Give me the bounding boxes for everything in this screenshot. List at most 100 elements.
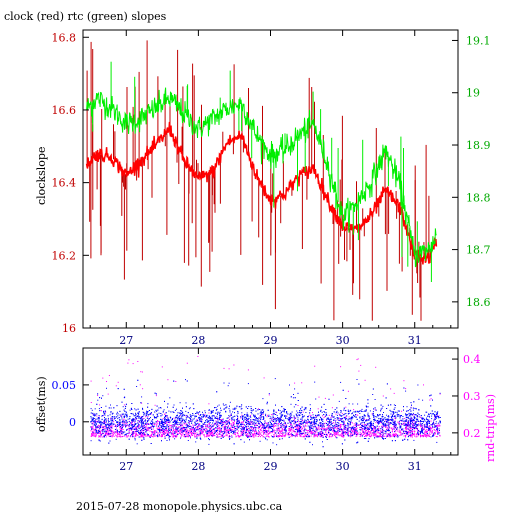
rnd-trip-point: [158, 426, 160, 428]
rnd-trip-point: [322, 415, 323, 417]
rnd-trip-point: [420, 426, 422, 428]
rnd-trip-point: [147, 416, 149, 418]
rnd-trip-point: [334, 431, 336, 433]
offset-point: [367, 422, 369, 424]
rnd-trip-point: [258, 427, 259, 429]
rnd-trip-point: [439, 435, 441, 437]
offset-point: [196, 436, 198, 438]
offset-point: [196, 424, 198, 425]
rnd-trip-point: [263, 430, 264, 432]
rnd-trip-point: [353, 430, 355, 432]
rnd-trip-point: [271, 418, 273, 420]
rnd-trip-point: [233, 364, 235, 366]
rnd-trip-point: [271, 420, 273, 422]
rnd-trip-point: [341, 432, 343, 434]
offset-point: [270, 431, 272, 432]
rnd-trip-point: [164, 433, 165, 435]
rnd-trip-point: [150, 435, 152, 437]
rnd-trip-point: [101, 425, 103, 427]
offset-point: [363, 417, 365, 419]
rnd-trip-point: [421, 427, 422, 429]
rnd-trip-point: [211, 431, 213, 433]
rnd-trip-point: [91, 435, 93, 436]
rnd-trip-point: [263, 377, 265, 379]
rnd-trip-point: [121, 427, 123, 429]
rnd-trip-point: [306, 434, 308, 436]
rnd-trip-point: [294, 436, 296, 438]
rnd-trip-point: [377, 431, 379, 433]
rnd-trip-point: [344, 416, 346, 418]
rnd-trip-point: [186, 435, 188, 437]
rnd-trip-point: [227, 420, 229, 422]
rnd-trip-point: [161, 435, 163, 436]
rnd-trip-point: [418, 430, 420, 432]
rnd-trip-point: [138, 426, 140, 428]
rnd-trip-point: [341, 434, 343, 435]
rnd-trip-point: [230, 423, 232, 425]
rnd-trip-point: [199, 428, 201, 430]
rnd-trip-point: [355, 425, 357, 427]
rnd-trip-point: [109, 433, 110, 435]
offset-point: [301, 419, 303, 421]
rnd-trip-point: [251, 434, 253, 436]
offset-point: [437, 429, 439, 431]
rnd-trip-point: [295, 425, 297, 427]
offset-point: [361, 418, 363, 420]
rnd-trip-point: [374, 409, 376, 411]
rnd-trip-point: [91, 433, 93, 435]
rnd-trip-point: [172, 432, 173, 434]
rnd-trip-point: [197, 427, 199, 429]
rnd-trip-point: [261, 429, 263, 431]
rnd-trip-point: [330, 436, 332, 438]
rnd-trip-point: [411, 423, 413, 425]
offset-point: [202, 426, 204, 428]
rnd-trip-point: [418, 423, 420, 425]
rnd-trip-point: [291, 431, 293, 433]
rnd-trip-point: [180, 423, 182, 425]
rnd-trip-point: [437, 425, 439, 427]
rnd-trip-point: [403, 380, 405, 382]
offset-point: [285, 416, 287, 418]
rnd-trip-point: [260, 436, 261, 438]
offset-point: [405, 430, 407, 432]
offset-point: [321, 411, 323, 413]
rnd-trip-point: [190, 432, 192, 434]
rnd-trip-point: [383, 432, 385, 434]
offset-point: [149, 427, 151, 429]
rnd-trip-point: [183, 427, 185, 429]
rnd-trip-point: [344, 432, 346, 434]
rnd-trip-point: [318, 425, 319, 427]
offset-point: [347, 409, 349, 411]
offset-point: [127, 424, 129, 426]
rnd-trip-point: [292, 430, 294, 432]
offset-point: [295, 413, 297, 415]
rnd-trip-point: [436, 430, 438, 432]
rnd-trip-point: [208, 431, 210, 433]
offset-point: [91, 409, 93, 411]
rnd-trip-point: [99, 435, 101, 437]
rnd-trip-point: [293, 421, 295, 423]
rnd-trip-point: [173, 435, 175, 437]
offset-point: [353, 427, 355, 429]
rnd-trip-point: [325, 431, 327, 433]
offset-point: [284, 425, 286, 427]
offset-point: [264, 425, 266, 427]
rnd-trip-point: [167, 379, 169, 381]
rnd-trip-point: [96, 415, 98, 417]
rnd-trip-point: [193, 433, 195, 435]
rnd-trip-point: [372, 435, 374, 437]
rnd-trip-point: [256, 432, 258, 434]
rnd-trip-point: [391, 431, 393, 433]
rnd-trip-point: [192, 435, 194, 436]
rnd-trip-point: [241, 431, 243, 433]
rnd-trip-point: [334, 426, 336, 428]
rnd-trip-point: [184, 435, 186, 437]
rnd-trip-point: [176, 430, 178, 432]
offset-point: [206, 414, 208, 416]
rnd-trip-point: [208, 412, 210, 414]
rnd-trip-point: [210, 429, 212, 431]
rnd-trip-point: [114, 426, 116, 427]
offset-point: [226, 427, 228, 429]
rnd-trip-point: [173, 430, 174, 432]
rnd-trip-point: [97, 430, 99, 432]
